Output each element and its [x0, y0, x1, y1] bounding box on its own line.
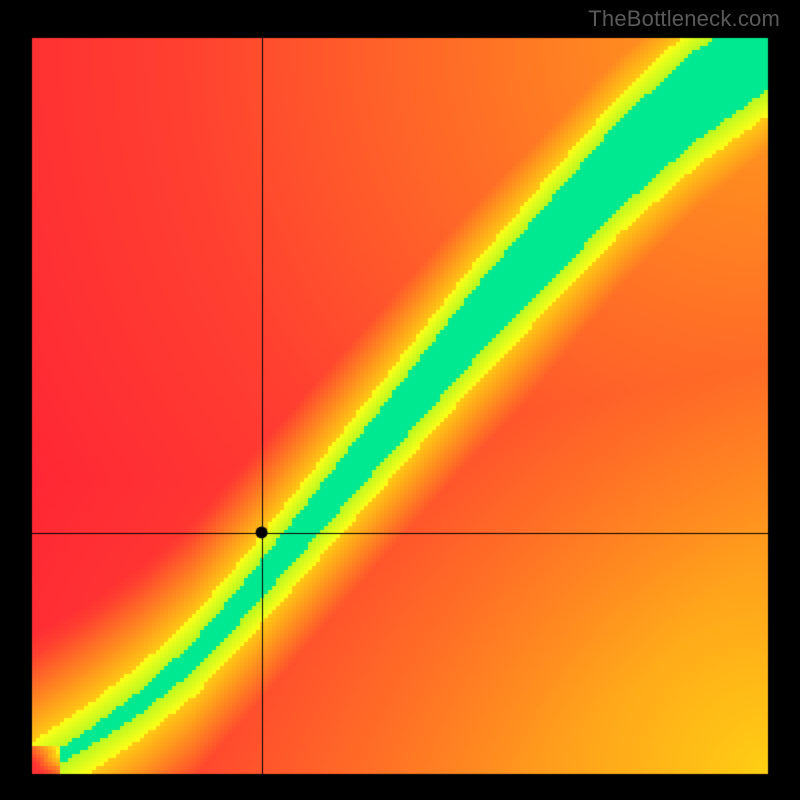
bottleneck-heatmap-canvas: [0, 0, 800, 800]
chart-container: TheBottleneck.com: [0, 0, 800, 800]
watermark-text: TheBottleneck.com: [588, 6, 780, 32]
